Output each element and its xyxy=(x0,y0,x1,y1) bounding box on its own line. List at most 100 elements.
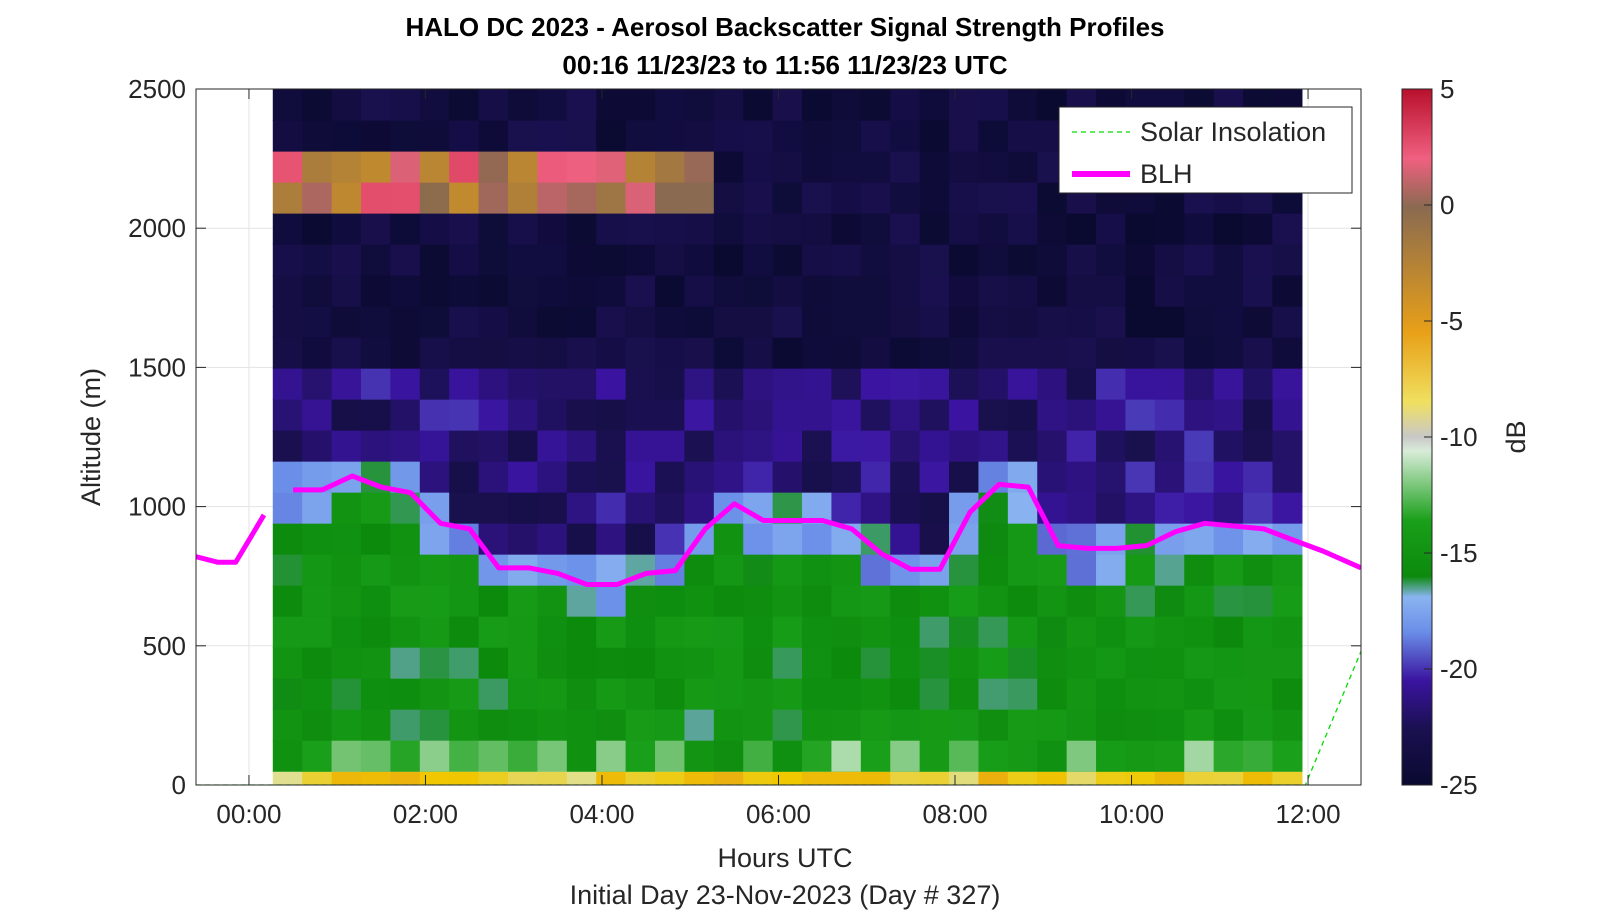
heatmap-cell xyxy=(713,306,744,338)
heatmap-cell xyxy=(272,151,303,183)
heatmap-cell xyxy=(508,461,539,493)
heatmap-cell xyxy=(1066,461,1097,493)
heatmap-cell xyxy=(1272,771,1303,785)
heatmap-cell xyxy=(596,275,627,307)
heatmap-cell xyxy=(1096,740,1127,772)
heatmap-cell xyxy=(390,151,421,183)
heatmap-cell xyxy=(831,678,862,710)
heatmap-cell xyxy=(508,399,539,431)
heatmap-cell xyxy=(390,337,421,369)
heatmap-cell xyxy=(655,740,686,772)
heatmap-cell xyxy=(508,492,539,524)
heatmap-cell xyxy=(625,213,656,245)
heatmap-cell xyxy=(978,182,1009,214)
heatmap-cell xyxy=(890,523,921,555)
heatmap-cell xyxy=(1154,306,1185,338)
heatmap-cell xyxy=(1272,306,1303,338)
heatmap-cell xyxy=(625,151,656,183)
heatmap-cell xyxy=(890,678,921,710)
heatmap-cell xyxy=(684,89,715,121)
heatmap-cell xyxy=(684,399,715,431)
heatmap-cell xyxy=(1213,554,1244,586)
heatmap-cell xyxy=(1096,678,1127,710)
heatmap-cell xyxy=(772,740,803,772)
colorbar-tick-label: -15 xyxy=(1440,538,1478,568)
heatmap-cell xyxy=(1213,678,1244,710)
heatmap-cell xyxy=(831,368,862,400)
heatmap-cell xyxy=(449,213,480,245)
heatmap-cell xyxy=(919,678,950,710)
heatmap-cell xyxy=(772,89,803,121)
heatmap-cell xyxy=(272,89,303,121)
heatmap-cell xyxy=(919,771,950,785)
heatmap-cell xyxy=(949,709,980,741)
heatmap-cell xyxy=(302,616,333,648)
heatmap-cell xyxy=(860,368,891,400)
heatmap-cell xyxy=(713,275,744,307)
heatmap-cell xyxy=(478,771,509,785)
heatmap-cell xyxy=(596,399,627,431)
heatmap-cell xyxy=(478,399,509,431)
heatmap-cell xyxy=(831,585,862,617)
heatmap-cell xyxy=(390,554,421,586)
heatmap-cell xyxy=(684,492,715,524)
heatmap-cell xyxy=(508,306,539,338)
heatmap-cell xyxy=(802,151,833,183)
heatmap-cell xyxy=(331,337,362,369)
heatmap-cell xyxy=(1096,275,1127,307)
heatmap-cell xyxy=(1037,709,1068,741)
heatmap-cell xyxy=(831,771,862,785)
heatmap-cell xyxy=(713,461,744,493)
heatmap-cell xyxy=(331,430,362,462)
heatmap-cell xyxy=(566,399,597,431)
heatmap-cell xyxy=(331,120,362,152)
heatmap-cell xyxy=(1243,399,1274,431)
heatmap-cell xyxy=(1154,616,1185,648)
heatmap-cell xyxy=(302,585,333,617)
heatmap-cell xyxy=(684,740,715,772)
heatmap-cell xyxy=(478,182,509,214)
heatmap-cell xyxy=(508,151,539,183)
heatmap-cell xyxy=(802,647,833,679)
heatmap-cell xyxy=(449,151,480,183)
heatmap-cell xyxy=(566,430,597,462)
heatmap-cell xyxy=(743,337,774,369)
heatmap-cell xyxy=(978,771,1009,785)
heatmap-cell xyxy=(596,337,627,369)
heatmap-cell xyxy=(743,523,774,555)
heatmap-cell xyxy=(831,120,862,152)
heatmap-cell xyxy=(1007,647,1038,679)
heatmap-cell xyxy=(1037,306,1068,338)
heatmap-cell xyxy=(537,89,568,121)
heatmap-cell xyxy=(419,399,450,431)
heatmap-cell xyxy=(1184,647,1215,679)
heatmap-cell xyxy=(537,678,568,710)
heatmap-cell xyxy=(360,554,391,586)
heatmap-cell xyxy=(1154,275,1185,307)
heatmap-cell xyxy=(772,368,803,400)
heatmap-cell xyxy=(1066,492,1097,524)
heatmap-cell xyxy=(684,647,715,679)
heatmap-cell xyxy=(508,740,539,772)
heatmap-cell xyxy=(890,771,921,785)
heatmap-cell xyxy=(537,430,568,462)
heatmap-cell xyxy=(1066,275,1097,307)
heatmap-cell xyxy=(419,678,450,710)
heatmap-cell xyxy=(743,554,774,586)
heatmap-cell xyxy=(1272,337,1303,369)
heatmap-cell xyxy=(537,771,568,785)
heatmap-cell xyxy=(713,647,744,679)
heatmap-cell xyxy=(1125,368,1156,400)
heatmap-cell xyxy=(360,182,391,214)
heatmap-cell xyxy=(684,771,715,785)
heatmap-cell xyxy=(272,771,303,785)
heatmap-cell xyxy=(1184,771,1215,785)
heatmap-cell xyxy=(684,678,715,710)
heatmap-cell xyxy=(596,430,627,462)
heatmap-cell xyxy=(713,213,744,245)
heatmap-cell xyxy=(1272,461,1303,493)
heatmap-cell xyxy=(508,678,539,710)
heatmap-cell xyxy=(949,554,980,586)
heatmap-cell xyxy=(1096,709,1127,741)
heatmap-cell xyxy=(860,244,891,276)
